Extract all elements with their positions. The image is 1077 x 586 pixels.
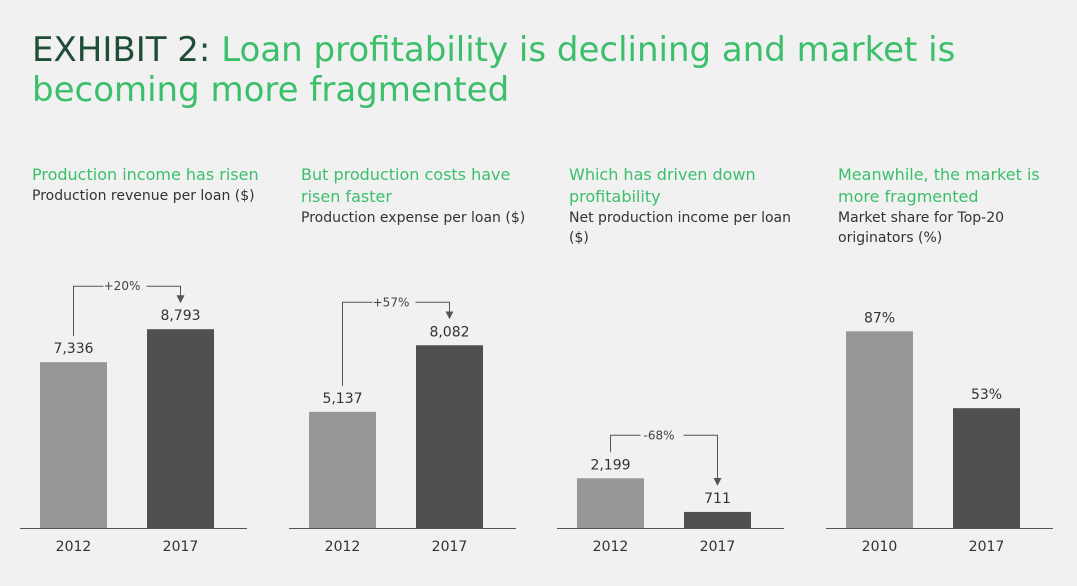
bar-3-2012 [577, 478, 644, 528]
panel-3-header: Which has driven down profitability Net … [569, 164, 809, 248]
exhibit-title: EXHIBIT 2: Loan profitability is declini… [32, 30, 1032, 110]
change-label-2: +57% [373, 295, 410, 309]
bar-3-2017 [684, 511, 751, 528]
change-arrow-1 [146, 285, 185, 304]
tick-label-2-0: 2012 [325, 539, 361, 555]
value-label-1-2017: 8,793 [160, 308, 200, 324]
change-arrow-3 [683, 434, 722, 486]
panel-1-headline: Production income has risen [32, 165, 259, 184]
panel-4-headline: Meanwhile, the market is more fragmented [838, 165, 1040, 206]
tick-label-1-0: 2012 [56, 539, 92, 555]
value-label-2-2012: 5,137 [322, 391, 362, 407]
value-label-3-2017: 711 [704, 491, 731, 507]
change-connector-left-1 [73, 285, 104, 337]
tick-label-2-1: 2017 [432, 539, 468, 555]
tick-label-1-1: 2017 [163, 539, 199, 555]
change-label-1: +20% [104, 279, 141, 293]
panel-3-headline: Which has driven down profitability [569, 165, 756, 206]
change-connector-left-3 [610, 434, 641, 453]
value-label-4-2010: 87% [864, 310, 895, 326]
exhibit-title-lead: EXHIBIT 2: [32, 30, 211, 70]
bar-2-2012 [309, 411, 376, 528]
panel-4-header: Meanwhile, the market is more fragmented… [838, 164, 1077, 248]
value-label-1-2012: 7,336 [53, 341, 93, 357]
panel-2-subtitle: Production expense per loan ($) [301, 210, 526, 226]
change-arrow-2 [415, 301, 454, 320]
tick-label-4-0: 2010 [862, 539, 898, 555]
bar-1-2012 [40, 362, 107, 528]
panel-1-header: Production income has risen Production r… [32, 164, 272, 206]
tick-label-3-1: 2017 [700, 539, 736, 555]
panel-3-subtitle: Net production income per loan ($) [569, 210, 791, 246]
change-label-3: -68% [643, 428, 674, 442]
bar-2-2017 [416, 345, 483, 528]
bar-4-2010 [846, 331, 913, 528]
panel-1-subtitle: Production revenue per loan ($) [32, 188, 255, 204]
panel-4-subtitle: Market share for Top-20 originators (%) [838, 210, 1005, 246]
exhibit-title-text: Loan profitability is declining and mark… [32, 30, 956, 110]
value-label-3-2012: 2,199 [590, 457, 630, 473]
value-label-4-2017: 53% [971, 387, 1002, 403]
tick-label-3-0: 2012 [593, 539, 629, 555]
bar-4-2017 [953, 408, 1020, 528]
value-label-2-2017: 8,082 [429, 324, 469, 340]
panel-2-headline: But production costs have risen faster [301, 165, 511, 206]
panel-2-header: But production costs have risen faster P… [301, 164, 541, 228]
tick-label-4-1: 2017 [969, 539, 1005, 555]
bar-1-2017 [147, 329, 214, 528]
change-connector-left-2 [342, 301, 373, 386]
